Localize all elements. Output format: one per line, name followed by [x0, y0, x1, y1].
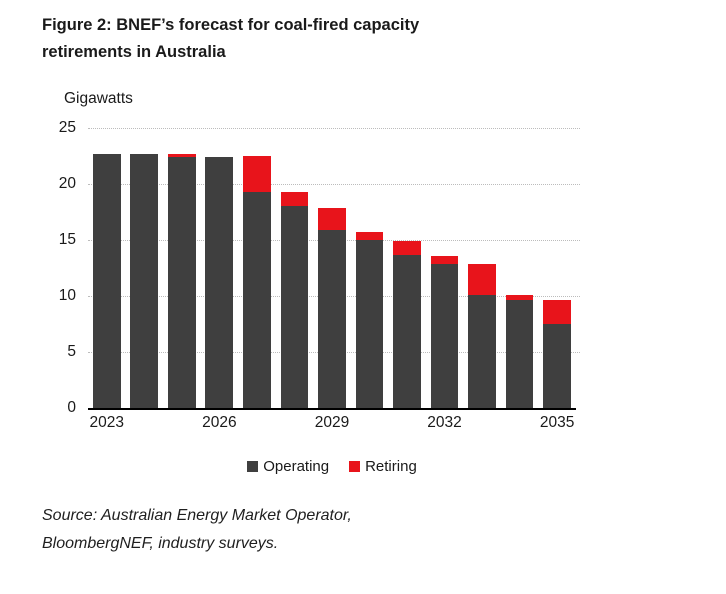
stacked-bar-2032 [430, 255, 459, 408]
retiring-segment [280, 191, 309, 207]
x-tick-label [126, 414, 164, 432]
bar-slot-2030 [351, 128, 389, 408]
operating-segment [505, 300, 534, 408]
legend-label-operating: Operating [263, 458, 330, 475]
retiring-segment [468, 263, 496, 295]
operating-segment [92, 153, 121, 408]
operating-segment [393, 254, 421, 408]
operating-segment [318, 229, 346, 408]
x-tick-label [501, 414, 539, 432]
bar-slot-2028 [276, 128, 314, 408]
retiring-segment [167, 153, 196, 158]
bar-slot-2031 [388, 128, 426, 408]
legend-item-retiring: Retiring [349, 458, 417, 475]
x-tick-label [238, 414, 276, 432]
retiring-segment [543, 300, 572, 324]
retiring-segment [243, 156, 271, 192]
y-tick-label: 20 [58, 175, 76, 192]
stacked-bar-2033 [468, 263, 496, 408]
legend-swatch-operating [247, 461, 259, 472]
bar-slot-2026 [201, 128, 239, 408]
operating-segment [468, 294, 496, 408]
legend-label-retiring: Retiring [365, 458, 417, 475]
stacked-bar-2024 [130, 153, 159, 408]
x-tick-label: 2032 [427, 414, 462, 431]
bar-slot-2032 [426, 128, 464, 408]
x-tick-label: 2023 [89, 414, 124, 431]
operating-segment [205, 157, 234, 408]
operating-segment [430, 263, 459, 408]
y-tick-label: 15 [58, 231, 76, 248]
bar-slot-2035 [538, 128, 576, 408]
stacked-bar-2027 [243, 156, 271, 408]
retiring-segment [318, 207, 346, 230]
operating-segment [355, 240, 384, 408]
stacked-bar-2035 [543, 300, 572, 408]
x-tick-label: 2029 [314, 414, 350, 431]
y-tick-label: 5 [67, 343, 76, 360]
stacked-bar-2029 [318, 207, 346, 408]
figure-title-line1: Figure 2: BNEF’s forecast for coal-fired… [42, 16, 420, 34]
y-axis-unit-label: Gigawatts [64, 90, 133, 107]
gridline [88, 128, 580, 129]
y-axis-labels: 0 5 10 15 20 25 [30, 119, 76, 416]
legend-swatch-retiring [349, 461, 361, 472]
stacked-bar-2034 [505, 294, 534, 408]
bar-slot-2034 [501, 128, 539, 408]
gridline [88, 184, 580, 185]
x-tick-label [463, 414, 501, 432]
plot-area [88, 128, 580, 410]
operating-segment [243, 191, 271, 408]
x-tick-label [351, 414, 389, 432]
stacked-bar-2025 [167, 153, 196, 408]
stacked-bar-2028 [280, 191, 309, 408]
y-tick-label: 0 [67, 399, 76, 416]
stacked-bar-2030 [355, 232, 384, 408]
stacked-bar-2031 [393, 241, 421, 408]
bar-slot-2027 [238, 128, 276, 408]
source-note: Source: Australian Energy Market Operato… [42, 502, 602, 558]
bar-slot-2024 [126, 128, 164, 408]
retiring-segment [393, 241, 421, 255]
x-tick-label [163, 414, 201, 432]
source-line1: Source: Australian Energy Market Operato… [42, 507, 352, 524]
x-axis-labels: 2023 2026 2029 2032 2035 [88, 414, 576, 432]
legend: Operating Retiring [88, 458, 576, 475]
stacked-bar-2026 [205, 157, 234, 408]
operating-segment [130, 153, 159, 408]
x-tick-label [276, 414, 314, 432]
y-tick-label: 25 [58, 119, 76, 136]
x-tick-label: 2035 [539, 414, 575, 431]
x-tick-label [388, 414, 426, 432]
bar-slot-2033 [463, 128, 501, 408]
bar-slot-2023 [88, 128, 126, 408]
y-tick-label: 10 [58, 287, 76, 304]
retiring-segment [505, 294, 534, 301]
bars [88, 128, 576, 408]
legend-item-operating: Operating [247, 458, 329, 475]
bar-slot-2029 [313, 128, 351, 408]
bar-slot-2025 [163, 128, 201, 408]
x-tick-label: 2026 [202, 414, 237, 431]
stacked-bar-2023 [92, 153, 121, 408]
operating-segment [280, 206, 309, 408]
retiring-segment [355, 232, 384, 240]
operating-segment [543, 324, 572, 408]
operating-segment [167, 157, 196, 408]
figure-title-line2: retirements in Australia [42, 43, 226, 62]
source-line2: BloombergNEF, industry surveys. [42, 535, 279, 552]
figure-title: Figure 2: BNEF’s forecast for coal-fired… [42, 12, 602, 66]
retiring-segment [430, 255, 459, 264]
